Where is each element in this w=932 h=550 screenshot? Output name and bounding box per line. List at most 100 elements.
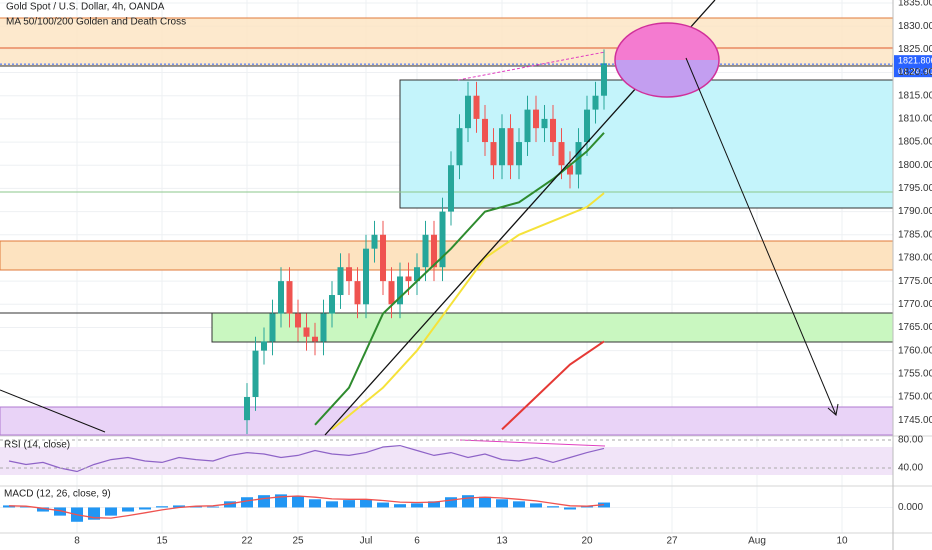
candle-body: [584, 109, 591, 143]
candle-body: [473, 95, 480, 119]
trend-line: [0, 389, 106, 433]
candle-body: [337, 267, 344, 296]
macd-bar: [360, 499, 373, 508]
moving-average: [331, 192, 605, 431]
macd-bar: [139, 507, 152, 510]
target-ellipse: [614, 22, 720, 98]
candle-body: [312, 336, 319, 342]
candle-body: [490, 142, 497, 166]
macd-bar: [37, 507, 50, 512]
macd-title: MACD (12, 26, close, 9): [4, 489, 111, 500]
candle-body: [346, 267, 353, 282]
macd-bar: [292, 496, 305, 508]
x-tick-label: 6: [414, 536, 420, 547]
y-tick-label: 1765.000: [898, 322, 932, 333]
macd-bar: [258, 495, 271, 508]
y-tick-label: 40.00: [898, 463, 923, 474]
macd-bar: [207, 506, 220, 508]
candle-body: [567, 165, 574, 175]
candle-body: [320, 313, 327, 342]
price-tag: [894, 55, 932, 78]
x-tick-label: 20: [581, 536, 593, 547]
chart-subtitle: MA 50/100/200 Golden and Death Cross: [6, 17, 186, 28]
annotations: [0, 0, 839, 436]
target-ellipse: [615, 23, 719, 60]
y-tick-label: 1780.000: [898, 253, 932, 264]
y-tick-label: 1775.000: [898, 276, 932, 287]
candle-body: [414, 267, 421, 282]
range-box: [399, 79, 894, 209]
rsi-line: [8, 444, 605, 473]
candle-body: [592, 95, 599, 110]
events-band: [0, 406, 894, 436]
support-zone: [0, 240, 894, 271]
macd-panel: [3, 494, 611, 522]
y-tick-label: 1820.000: [898, 67, 932, 78]
macd-bar: [309, 499, 322, 508]
macd-bar: [241, 497, 254, 508]
candle-body: [286, 281, 293, 314]
candle-body: [422, 234, 429, 268]
y-tick-label: 80.00: [898, 435, 923, 446]
x-tick-label: 13: [496, 536, 508, 547]
candle-body: [397, 276, 404, 305]
arrow-head: [827, 403, 839, 416]
macd-bar: [445, 497, 458, 508]
macd-bar: [479, 496, 492, 508]
rsi-title: RSI (14, close): [4, 440, 70, 451]
candle-body: [516, 142, 523, 166]
candle-body: [244, 396, 251, 421]
target-ellipse: [615, 60, 719, 97]
macd-bar: [326, 501, 339, 508]
candle-body: [388, 281, 395, 305]
x-tick-label: 8: [74, 536, 80, 547]
candle-body: [448, 165, 455, 212]
macd-bar: [462, 495, 475, 508]
candle-body: [261, 341, 268, 351]
y-tick-label: 1755.000: [898, 368, 932, 379]
candle-body: [558, 142, 565, 166]
macd-bar: [513, 501, 526, 508]
candle-body: [456, 128, 463, 166]
candle-body: [524, 109, 531, 143]
y-tick-label: 1790.000: [898, 206, 932, 217]
x-tick-label: 10: [836, 536, 848, 547]
rsi-band: [0, 447, 893, 475]
candle-body: [482, 118, 489, 143]
y-tick-label: 1830.000: [898, 21, 932, 32]
candle-body: [465, 95, 472, 129]
y-tick-label: 1815.000: [898, 90, 932, 101]
x-tick-label: Jul: [360, 536, 373, 547]
macd-bar: [20, 506, 33, 508]
y-tick-label: 1835.000: [898, 0, 932, 9]
macd-bar: [394, 504, 407, 508]
countdown-label: 01:24:30: [898, 67, 932, 77]
macd-bar: [54, 507, 67, 516]
candle-body: [550, 118, 557, 143]
x-tick-label: 25: [292, 536, 304, 547]
candle-body: [405, 276, 412, 282]
moving-average: [314, 132, 605, 426]
x-tick-label: Aug: [748, 536, 766, 547]
macd-bar: [377, 502, 390, 508]
macd-bar: [564, 507, 577, 510]
y-tick-label: 1810.000: [898, 114, 932, 125]
candle-body: [499, 128, 506, 166]
candle-body: [431, 234, 438, 268]
candle-body: [601, 63, 608, 96]
y-tick-label: 1760.000: [898, 345, 932, 356]
signal-line: [8, 495, 605, 519]
macd-bar: [496, 499, 509, 508]
candle-body: [269, 313, 276, 342]
macd-bar: [122, 507, 135, 512]
candle-body: [329, 295, 336, 314]
candle-body: [507, 128, 514, 166]
last-price-label: 1821.806: [898, 56, 932, 66]
arrow: [685, 57, 837, 416]
y-tick-label: 1800.000: [898, 160, 932, 171]
y-tick-label: 1750.000: [898, 392, 932, 403]
chart-title: Gold Spot / U.S. Dollar, 4h, OANDA: [6, 2, 165, 13]
macd-bar: [173, 505, 186, 508]
